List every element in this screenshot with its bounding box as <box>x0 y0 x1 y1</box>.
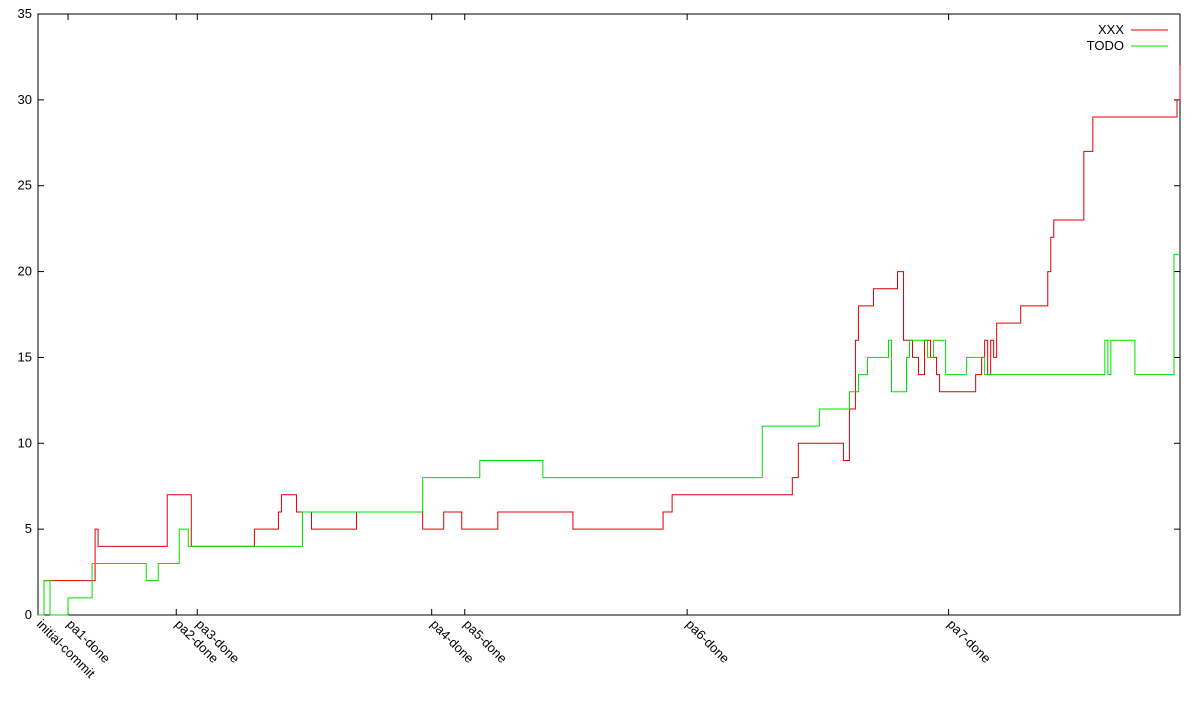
y-tick-label: 30 <box>18 92 32 107</box>
series-line <box>38 253 1180 616</box>
x-tick-label: pa7-done <box>944 617 993 666</box>
series-line <box>38 65 1181 616</box>
y-tick-label: 15 <box>18 349 32 364</box>
x-tick-label: pa6-done <box>683 617 732 666</box>
y-tick-label: 0 <box>25 607 32 622</box>
plot-frame <box>37 13 1181 616</box>
y-tick-label: 25 <box>18 178 32 193</box>
y-tick-label: 35 <box>18 6 32 21</box>
y-tick-label: 5 <box>25 521 32 536</box>
y-tick-label: 20 <box>18 264 32 279</box>
legend-label: XXX <box>1098 22 1124 37</box>
legend-label: TODO <box>1087 38 1124 53</box>
y-tick-label: 10 <box>18 435 32 450</box>
